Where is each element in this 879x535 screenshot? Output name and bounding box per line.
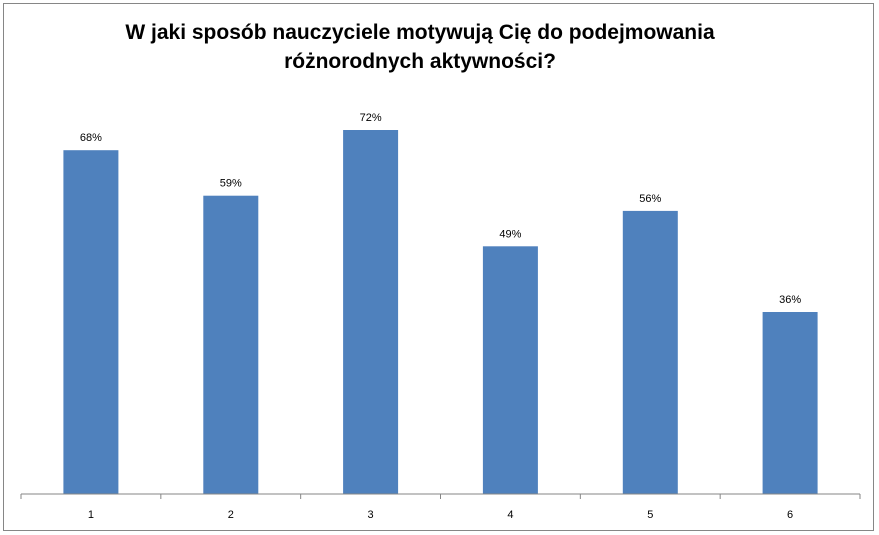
bar-6 [762, 312, 818, 494]
data-label-6: 36% [779, 294, 801, 306]
bar-5 [622, 210, 678, 494]
bar-4 [482, 246, 538, 494]
x-tick-label-2: 2 [228, 509, 234, 521]
bar-1 [63, 150, 119, 494]
data-label-5: 56% [639, 193, 661, 205]
data-label-3: 72% [360, 112, 382, 124]
x-tick-label-1: 1 [88, 509, 94, 521]
data-label-2: 59% [220, 178, 242, 190]
chart-area [3, 3, 874, 531]
data-label-1: 68% [80, 132, 102, 144]
chart-title-line-1: W jaki sposób nauczyciele motywują Cię d… [125, 21, 715, 44]
chart-title-line-2: różnorodnych aktywności? [284, 50, 556, 73]
data-label-4: 49% [499, 228, 521, 240]
x-tick-label-3: 3 [368, 509, 374, 521]
x-tick-label-5: 5 [647, 509, 653, 521]
x-tick-label-4: 4 [507, 509, 513, 521]
bar-3 [343, 130, 399, 494]
x-tick-label-6: 6 [787, 509, 793, 521]
bar-2 [203, 195, 259, 494]
chart-title: W jaki sposób nauczyciele motywują Cię d… [100, 18, 740, 76]
